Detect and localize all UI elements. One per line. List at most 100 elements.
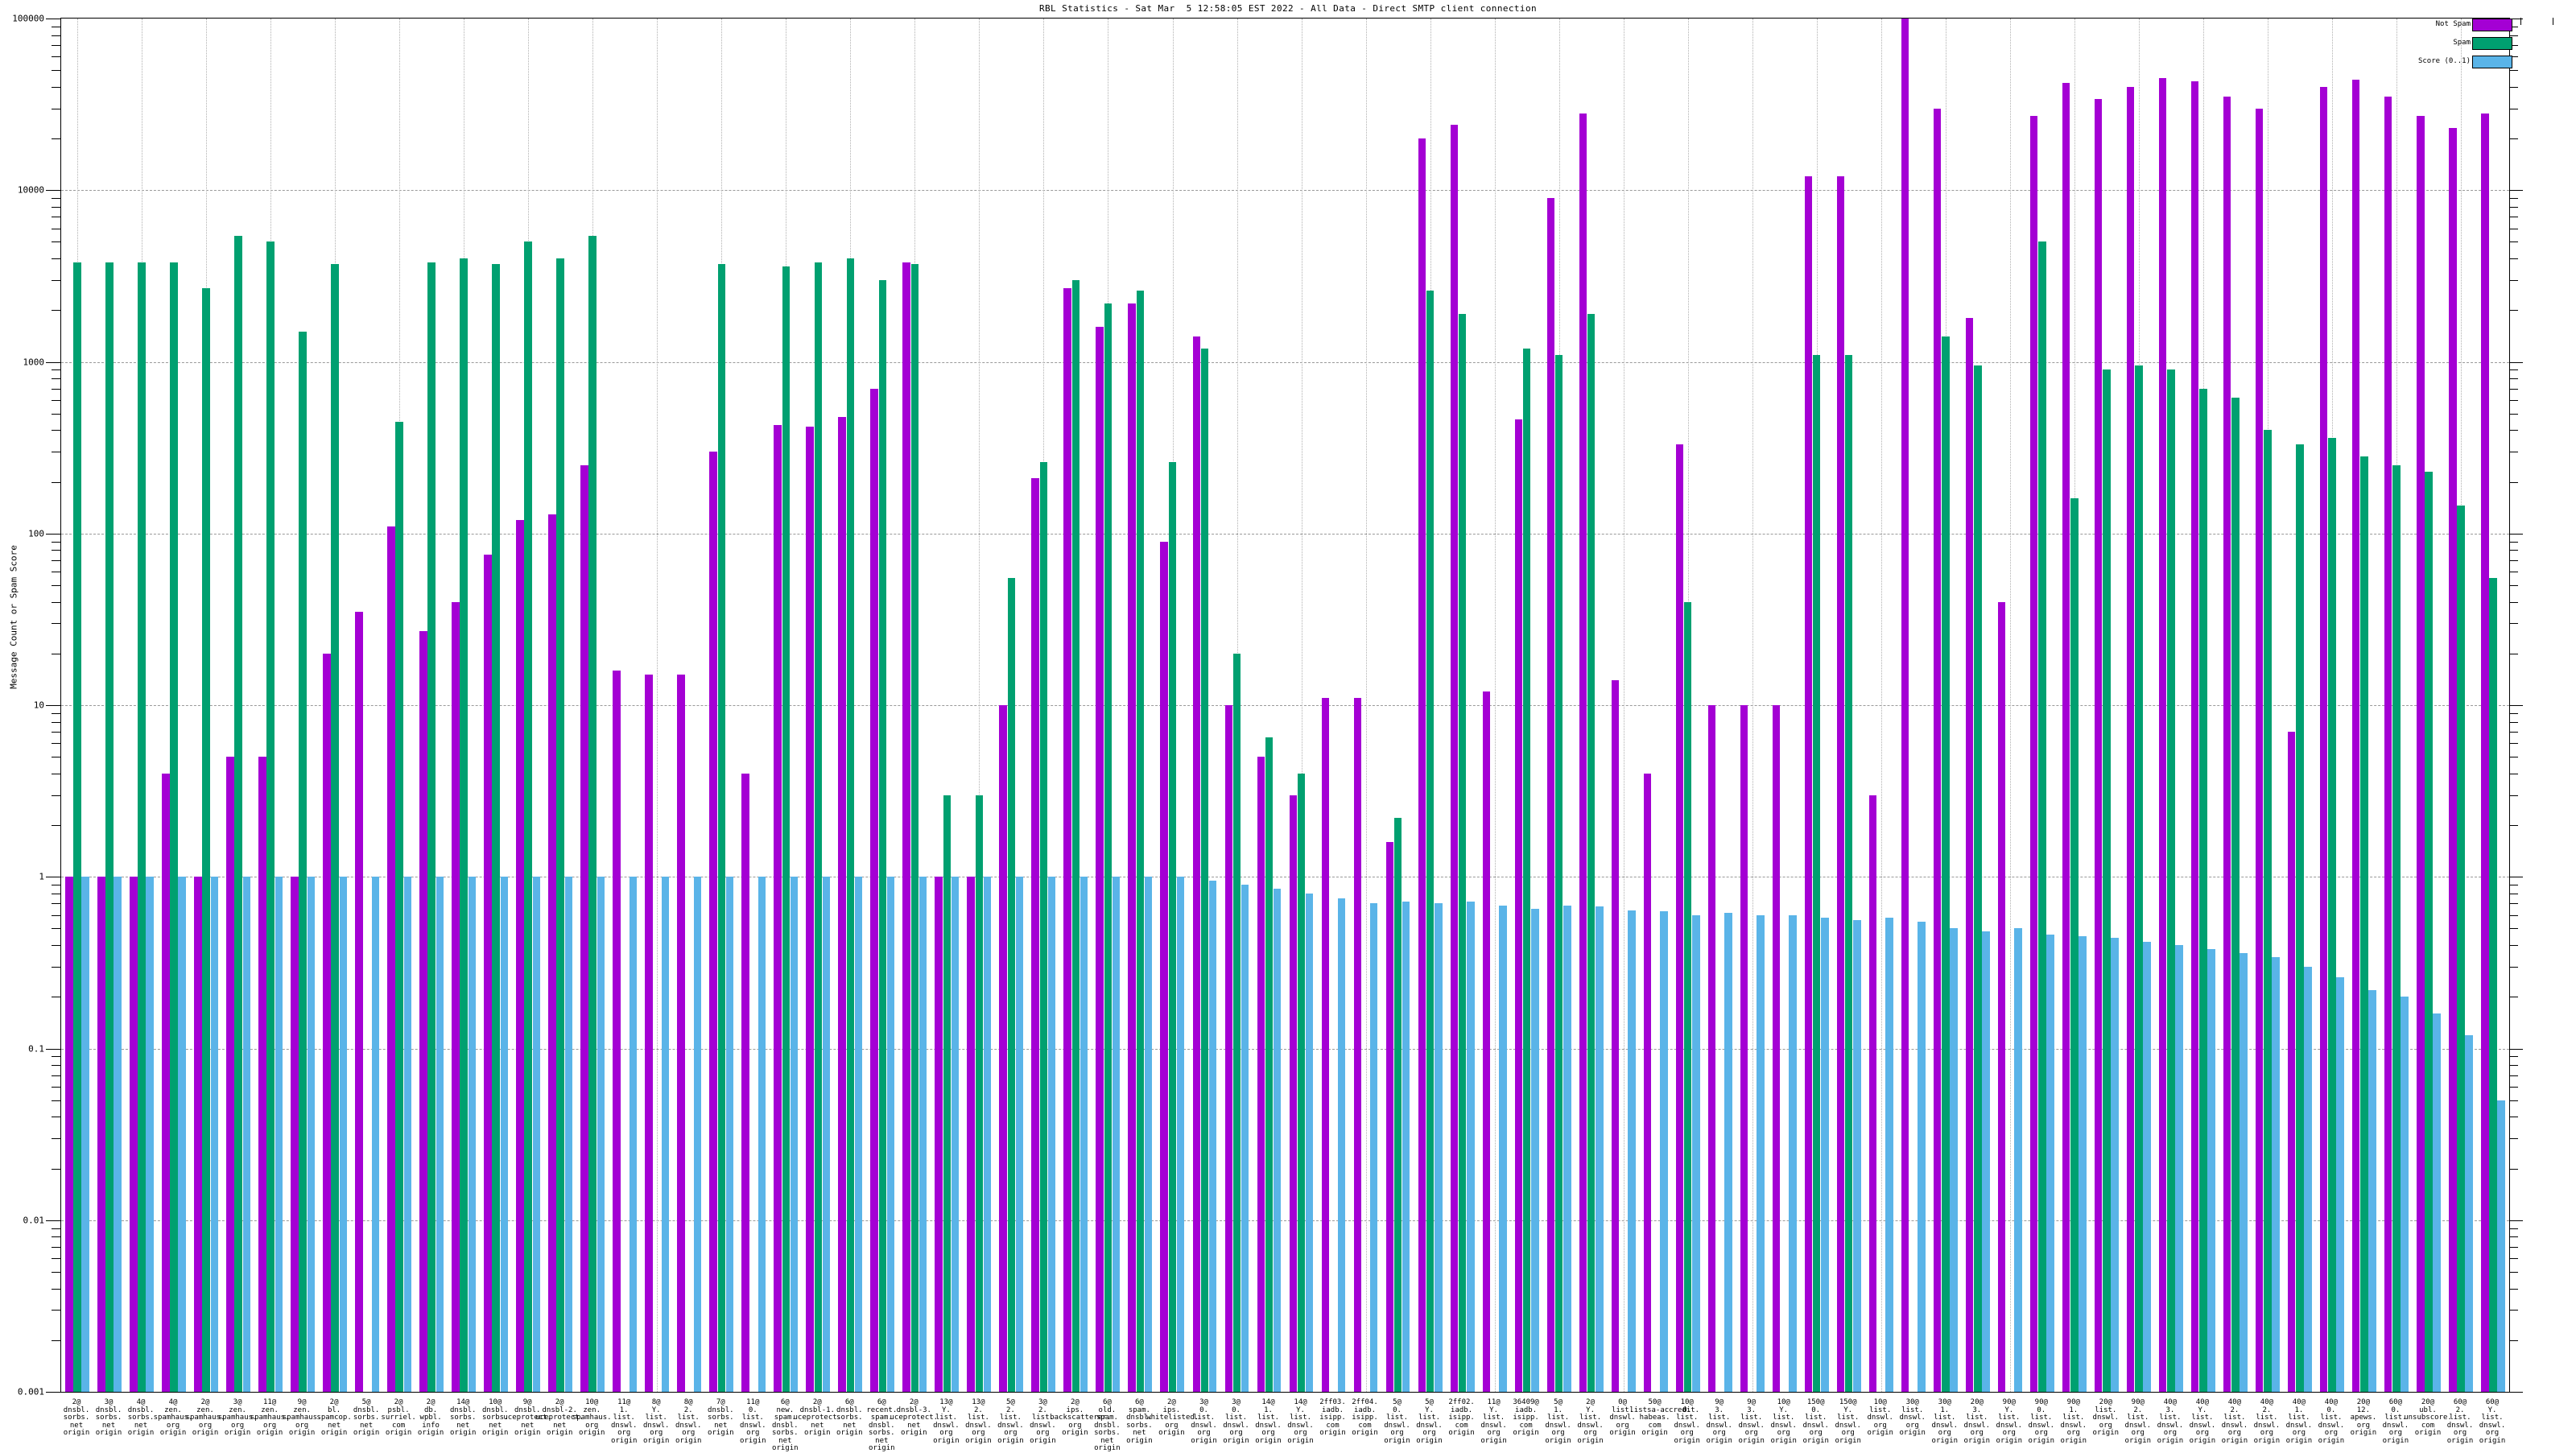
y-tick-minor (52, 369, 60, 371)
bar-not-spam (1418, 138, 1426, 1392)
bar-not-spam (548, 514, 556, 1392)
y-axis-ticks: 100000 10000 1000 100 10 1 0.1 0.01 0.001 (0, 14, 60, 1397)
x-axis-label: 2@ dnsbl. sorbs. net origin (63, 1398, 90, 1437)
bar-not-spam (2062, 83, 2070, 1392)
y-tick-label: 1000 (23, 357, 45, 367)
y-tick-label: 0.1 (28, 1043, 44, 1054)
bar-not-spam (2481, 113, 2489, 1392)
y-tick-minor (52, 712, 60, 714)
y-tick-minor (52, 966, 60, 968)
y-tick-major-right (2510, 361, 2523, 363)
bar-not-spam (709, 452, 717, 1392)
x-axis-label: 10@ Y. list. dnswl. org origin (1770, 1398, 1797, 1445)
bar-not-spam (1868, 795, 1877, 1392)
bar-not-spam (1031, 478, 1039, 1392)
bar-not-spam (677, 675, 685, 1392)
x-axis-label: 20@ 3. list. dnswl. org origin (1963, 1398, 1991, 1445)
bar-score (210, 877, 219, 1392)
y-tick-minor-right (2510, 1339, 2518, 1341)
x-axis-label: 30@ list. dnswl. org origin (1899, 1398, 1926, 1437)
bar-score (403, 877, 412, 1392)
x-axis-label: 10@ zen. spamhaus. org origin (572, 1398, 612, 1437)
bar-score (1241, 885, 1249, 1392)
y-tick-label: 0.01 (23, 1215, 45, 1226)
y-tick-major (46, 1392, 60, 1393)
bar-series-container (61, 19, 2509, 1392)
bar-spam (1136, 291, 1145, 1392)
y-tick-minor (52, 430, 60, 431)
y-tick-minor-right (2510, 712, 2518, 714)
x-axis-label: 2@ ips. whitelisted. org origin (1146, 1398, 1199, 1437)
y-tick-minor-right (2510, 541, 2518, 543)
bar-score (2240, 952, 2248, 1392)
bar-not-spam (2287, 732, 2296, 1392)
y-tick-major-right (2510, 533, 2523, 535)
y-tick-minor-right (2510, 928, 2518, 930)
x-axis-label: 20@ 12. apews. org origin (2350, 1398, 2377, 1437)
y-tick-major (46, 533, 60, 535)
x-axis-label: 11@ 1. list. dnswl. org origin (610, 1398, 638, 1445)
bar-spam (2296, 444, 2304, 1392)
bar-not-spam (1643, 773, 1652, 1392)
bar-spam (943, 795, 952, 1392)
bar-spam (1522, 348, 1531, 1392)
bar-score (822, 877, 831, 1392)
bar-not-spam (1482, 691, 1491, 1392)
y-tick-minor (52, 258, 60, 260)
bar-score (436, 877, 444, 1392)
bar-score (693, 877, 702, 1392)
y-tick-major (46, 361, 60, 363)
y-tick-minor-right (2510, 138, 2518, 140)
bar-spam (170, 262, 178, 1392)
x-axis-label: 6@ dnsbl. sorbs. net origin (836, 1398, 863, 1437)
x-axis-label: 2@ dnsbl-3. uceprotect. net origin (890, 1398, 939, 1437)
y-tick-minor (52, 206, 60, 208)
bar-score (983, 877, 992, 1392)
bar-score (1660, 911, 1668, 1392)
bar-score (1563, 906, 1571, 1392)
bar-not-spam (1997, 601, 2006, 1392)
bar-spam (2167, 369, 2175, 1392)
bar-not-spam (1772, 705, 1781, 1392)
bar-spam (910, 264, 919, 1392)
bar-spam (1683, 601, 1692, 1392)
bar-spam (331, 264, 339, 1392)
legend-label: Not Spam (2435, 20, 2471, 28)
bar-not-spam (387, 526, 395, 1392)
bar-not-spam (2029, 116, 2038, 1392)
y-tick-minor-right (2510, 198, 2518, 199)
bar-spam (588, 236, 597, 1392)
bar-not-spam (194, 877, 202, 1392)
x-axis-label: 5@ 1. list. dnswl. org origin (1545, 1398, 1571, 1445)
y-tick-minor (52, 601, 60, 603)
y-tick-minor (52, 541, 60, 543)
x-axis-label: 7@ dnsbl. sorbs. net origin (708, 1398, 734, 1437)
y-tick-minor-right (2510, 559, 2518, 561)
y-tick-minor-right (2510, 1168, 2518, 1170)
y-tick-minor-right (2510, 86, 2518, 88)
bar-not-spam (774, 424, 782, 1392)
y-tick-minor-right (2510, 795, 2518, 796)
y-tick-minor-right (2510, 430, 2518, 431)
x-axis-label: 14@ 1. list. dnswl. org origin (1255, 1398, 1282, 1445)
bar-not-spam (419, 631, 427, 1392)
legend-swatch (2472, 56, 2512, 68)
bar-score (1369, 903, 1378, 1392)
bar-spam (2038, 241, 2046, 1392)
bar-spam (492, 264, 500, 1392)
bar-score (1692, 914, 1700, 1392)
y-tick-minor-right (2510, 413, 2518, 415)
legend-label: Spam (2453, 39, 2471, 47)
bar-spam (2135, 365, 2143, 1392)
legend-label: Score (0..1) (2417, 57, 2471, 65)
x-axis-label: 3@ 2. list. dnswl. org origin (1030, 1398, 1056, 1445)
y-tick-minor (52, 1086, 60, 1088)
bar-spam (2457, 506, 2465, 1392)
bar-spam (1844, 354, 1853, 1392)
bar-spam (2425, 471, 2433, 1392)
x-axis-label: 0@ list. dnswl. org origin (1609, 1398, 1636, 1437)
bar-spam (1265, 737, 1274, 1392)
y-tick-major-right (2510, 190, 2523, 192)
y-tick-minor (52, 378, 60, 380)
